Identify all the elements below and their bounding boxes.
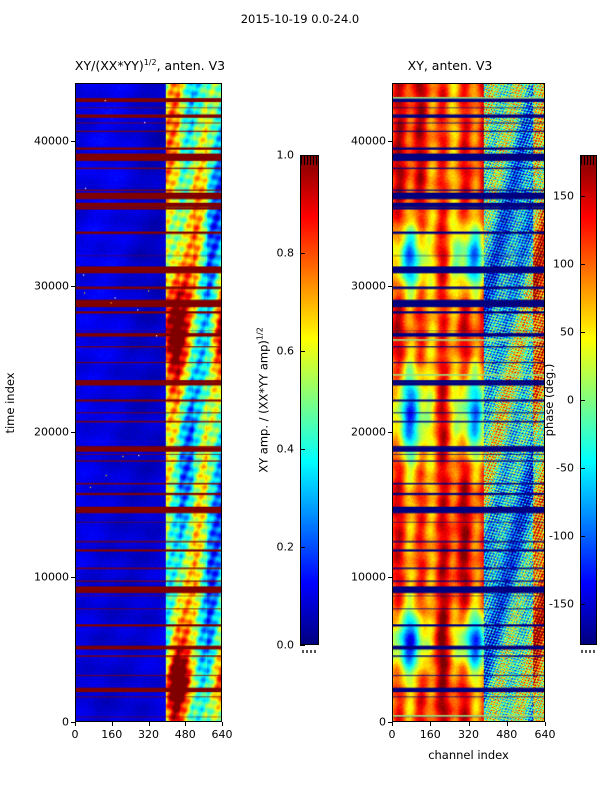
colorbar-phase-tick-mark — [580, 468, 585, 470]
colorbar-amplitude-tick-mark — [300, 351, 305, 352]
x-tick-mark — [185, 722, 187, 726]
colorbar-amplitude-gradient — [301, 156, 318, 644]
x-tick-label-right-4: 640 — [534, 728, 556, 741]
heatmap-phase[interactable] — [392, 83, 545, 722]
colorbar-amplitude-overflow-hatch — [301, 156, 318, 165]
y-tick-mark — [388, 431, 392, 433]
colorbar-phase-tick-mark — [580, 263, 585, 265]
colorbar-phase-underflow-marker — [581, 650, 595, 653]
colorbar-phase-tick-label-0: -150 — [549, 597, 574, 611]
x-tick-mark — [430, 722, 432, 726]
colorbar-phase-tick-mark — [580, 536, 585, 538]
colorbar-amplitude-tick-label-5: 1.0 — [276, 148, 295, 162]
y-tick-label-left-2: 20000 — [34, 425, 69, 439]
y-tick-label-left-0: 0 — [62, 715, 69, 729]
colorbar-phase-tick-label-4: 50 — [560, 325, 574, 339]
y-tick-mark — [71, 141, 75, 143]
y-tick-mark — [71, 431, 75, 433]
y-tick-mark — [388, 576, 392, 578]
y-tick-mark — [71, 286, 75, 288]
colorbar-phase-tick-label-6: 150 — [553, 189, 574, 203]
x-tick-label-right-2: 320 — [458, 728, 479, 741]
colorbar-phase-tick-label-3: 0 — [567, 393, 574, 407]
x-tick-mark — [148, 722, 150, 726]
x-axis-label-channel-index: channel index — [428, 748, 509, 762]
y-tick-label-right-3: 30000 — [351, 279, 386, 293]
x-tick-label-right-3: 480 — [496, 728, 518, 741]
y-tick-label-left-3: 30000 — [34, 279, 69, 293]
panel-title-amplitude-main: XY/(XX*YY) — [74, 58, 144, 74]
colorbar-phase-tick-label-2: -50 — [556, 461, 574, 475]
colorbar-amplitude-tick-label-1: 0.2 — [276, 540, 295, 554]
y-tick-mark — [388, 141, 392, 143]
heatmap-phase-canvas — [393, 84, 544, 721]
x-tick-label-right-1: 160 — [419, 728, 441, 741]
colorbar-phase-tick-label-5: 100 — [553, 257, 574, 271]
panel-title-phase: XY, anten. V3 — [407, 58, 493, 73]
x-tick-mark — [545, 722, 546, 726]
y-tick-mark — [71, 722, 75, 723]
colorbar-phase-tick-label-1: -100 — [549, 529, 574, 543]
colorbar-phase-tick-mark — [580, 331, 585, 333]
x-tick-mark — [468, 722, 470, 726]
colorbar-amplitude-tick-mark — [300, 253, 305, 254]
colorbar-amplitude-tick-label-3: 0.6 — [276, 344, 295, 358]
y-tick-label-right-1: 10000 — [351, 570, 386, 584]
y-axis-label-time-index: time index — [3, 372, 17, 434]
y-tick-label-right-4: 40000 — [351, 134, 386, 148]
panel-title-amplitude-exponent: 1/2 — [143, 58, 157, 67]
panel-title-amplitude-tail: , anten. V3 — [156, 58, 226, 74]
colorbar-amplitude-tick-mark — [300, 547, 305, 548]
colorbar-amplitude-tick-mark — [300, 645, 305, 646]
colorbar-phase-gradient — [581, 156, 596, 644]
colorbar-amplitude-tick-mark — [300, 155, 305, 156]
x-tick-mark — [75, 722, 76, 726]
x-tick-mark — [111, 722, 113, 726]
y-tick-mark — [71, 576, 75, 578]
y-tick-label-right-2: 20000 — [351, 425, 386, 439]
x-tick-label-left-4: 640 — [211, 728, 233, 741]
x-tick-label-left-0: 0 — [71, 728, 79, 741]
y-tick-label-right-0: 0 — [379, 715, 386, 729]
figure-suptitle: 2015-10-19 0.0-24.0 — [240, 12, 360, 26]
colorbar-amplitude-tick-label-4: 0.8 — [276, 246, 295, 260]
x-tick-mark — [506, 722, 508, 726]
x-tick-label-left-2: 320 — [138, 728, 159, 741]
panel-title-amplitude: XY/(XX*YY)1/2, anten. V3 — [0, 58, 300, 73]
colorbar-amplitude-tick-label-2: 0.4 — [276, 442, 295, 456]
y-tick-mark — [388, 722, 392, 723]
heatmap-amplitude-ratio[interactable] — [75, 83, 222, 722]
colorbar-phase-overflow-hatch — [581, 156, 596, 165]
colorbar-phase-tick-mark — [580, 400, 585, 401]
colorbar-amplitude[interactable] — [300, 155, 319, 645]
x-tick-mark — [222, 722, 223, 726]
x-tick-label-left-1: 160 — [101, 728, 123, 741]
heatmap-amplitude-canvas — [76, 84, 221, 721]
colorbar-amplitude-tick-mark — [300, 449, 305, 450]
colorbar-phase-tick-mark — [580, 604, 585, 606]
x-tick-label-left-3: 480 — [174, 728, 196, 741]
y-tick-label-left-4: 40000 — [34, 134, 69, 148]
colorbar-amplitude-tick-label-0: 0.0 — [276, 638, 295, 652]
x-tick-mark — [392, 722, 393, 726]
y-tick-mark — [388, 286, 392, 288]
colorbar-amplitude-label-exponent: 1/2 — [255, 327, 265, 341]
colorbar-amplitude-underflow-marker — [302, 650, 316, 653]
colorbar-phase-tick-mark — [580, 195, 585, 197]
x-tick-label-right-0: 0 — [388, 728, 396, 741]
y-tick-label-left-1: 10000 — [34, 570, 69, 584]
